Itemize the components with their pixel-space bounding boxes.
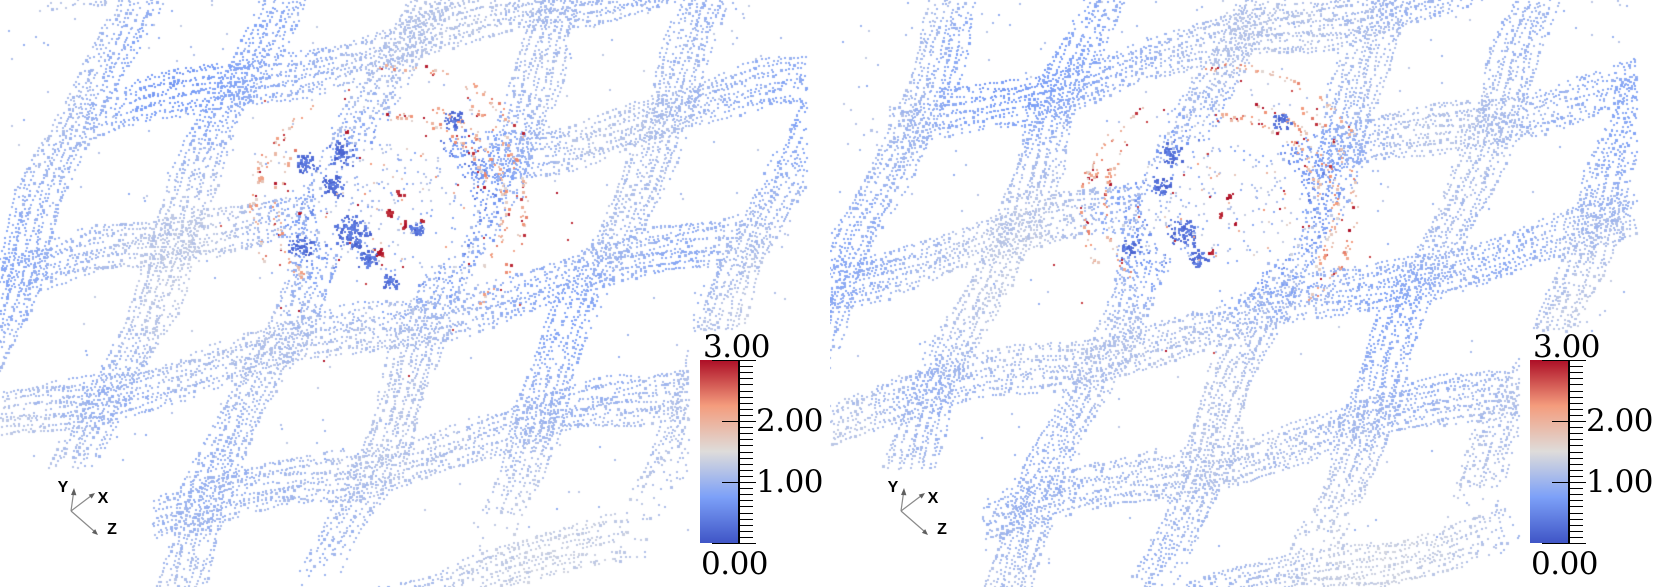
x-axis-arrow [70, 493, 95, 512]
point-cloud-canvas-right[interactable] [830, 0, 1660, 587]
render-view-left[interactable]: 3.00 2.00 1.00 0.00 Y X Z [0, 0, 830, 587]
z-axis-label: Z [937, 521, 947, 538]
x-axis-label: X [98, 490, 109, 507]
z-axis-arrow [70, 510, 98, 535]
z-axis-label: Z [107, 521, 117, 538]
y-axis-label: Y [58, 479, 69, 496]
x-axis-arrow [900, 493, 925, 512]
orientation-axes-widget: Y X Z [58, 479, 117, 538]
y-axis-label: Y [888, 479, 899, 496]
render-view-right[interactable]: 3.00 2.00 1.00 0.00 Y X Z [830, 0, 1660, 587]
point-cloud-canvas-left[interactable] [0, 0, 830, 587]
y-axis-arrow [70, 488, 77, 512]
x-axis-label: X [928, 490, 939, 507]
z-axis-arrow [900, 510, 928, 535]
y-axis-arrow [900, 488, 907, 512]
orientation-axes-widget: Y X Z [888, 479, 947, 538]
